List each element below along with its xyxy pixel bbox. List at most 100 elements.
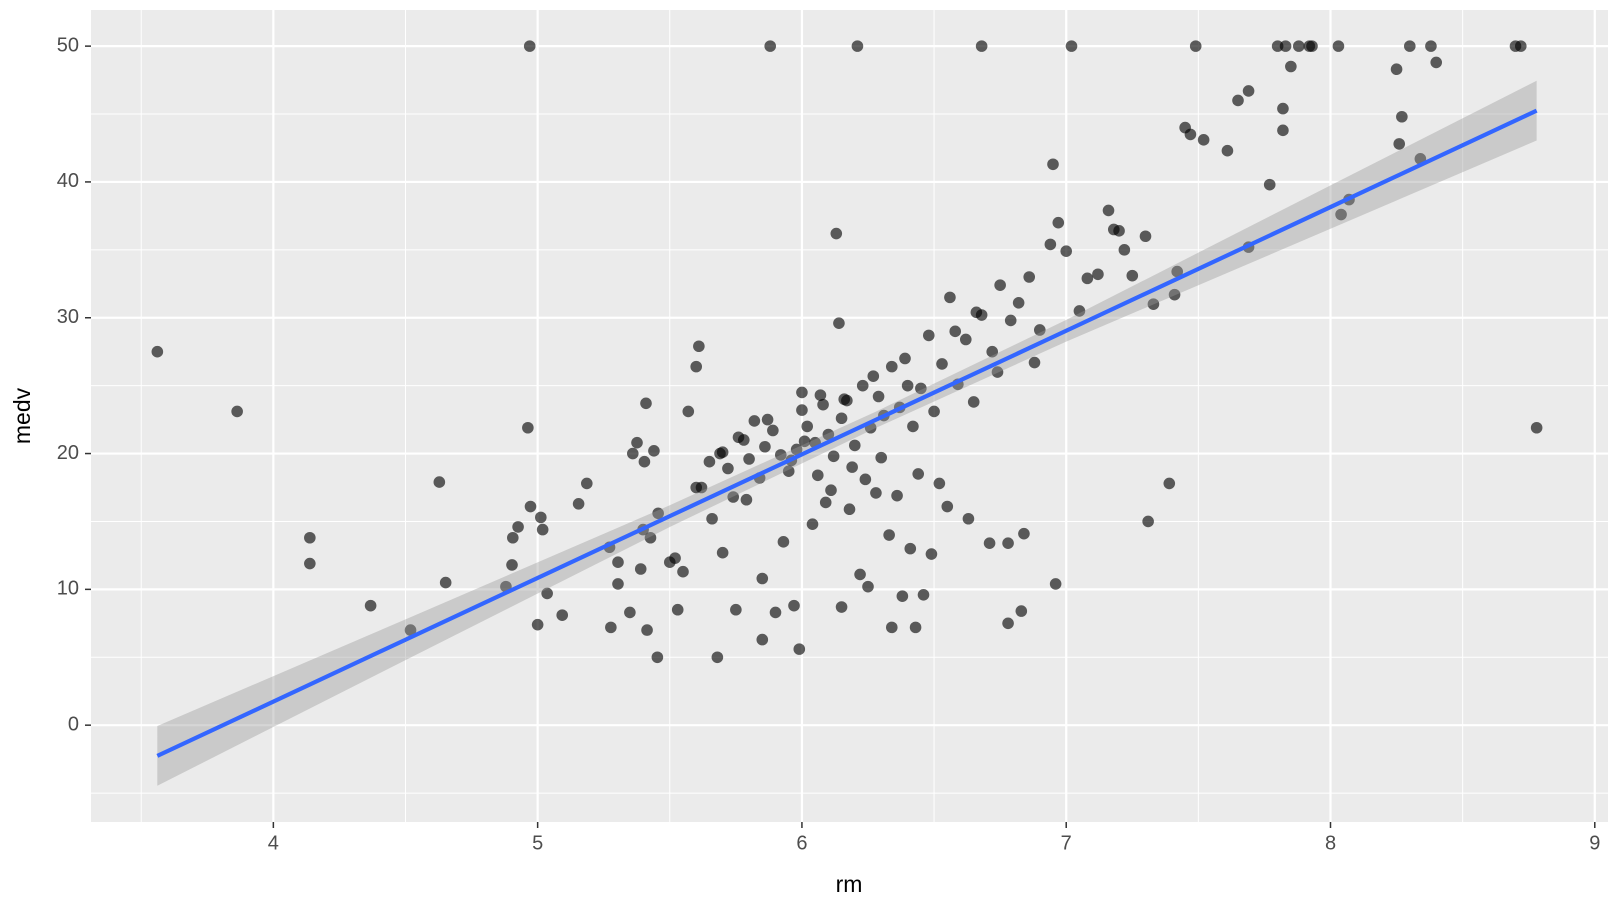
point (788, 599, 800, 612)
point (896, 590, 909, 602)
point (967, 396, 980, 408)
point (671, 603, 684, 616)
point (1028, 356, 1041, 369)
point (1232, 94, 1244, 107)
point (928, 405, 940, 418)
panel (91, 10, 1608, 822)
point (885, 621, 898, 634)
point (941, 500, 954, 513)
point (764, 40, 777, 52)
point (790, 443, 803, 456)
point (727, 491, 740, 503)
point (1033, 324, 1046, 336)
point (901, 379, 914, 392)
point (1139, 230, 1152, 243)
point (722, 462, 734, 475)
point (767, 424, 779, 437)
point (811, 469, 824, 482)
point (796, 386, 808, 399)
point (830, 227, 843, 240)
point (798, 435, 811, 448)
point (862, 580, 874, 593)
point (1102, 204, 1115, 217)
point (1044, 238, 1057, 251)
point (1403, 40, 1416, 52)
x-tick-label: 8 (1325, 832, 1336, 854)
point (777, 536, 790, 548)
x-tick-label: 7 (1061, 832, 1072, 854)
point (1430, 56, 1443, 69)
point (1023, 271, 1036, 283)
point (872, 390, 885, 403)
point (1065, 40, 1078, 52)
point (1073, 305, 1086, 317)
point (506, 559, 518, 571)
point (774, 449, 787, 461)
point (994, 279, 1006, 291)
point (304, 557, 316, 570)
point (693, 340, 705, 353)
point (922, 329, 935, 342)
point (970, 306, 983, 319)
point (761, 413, 774, 426)
point (1285, 60, 1297, 73)
point (677, 565, 689, 578)
point (817, 398, 829, 411)
point (1279, 40, 1292, 52)
point (624, 606, 636, 619)
point (975, 40, 988, 52)
point (523, 40, 536, 52)
point (748, 415, 761, 427)
point (1271, 40, 1284, 52)
point (1184, 128, 1197, 141)
point (825, 484, 837, 497)
point (151, 345, 164, 358)
point (640, 397, 652, 410)
point (1052, 216, 1065, 229)
point (962, 512, 975, 525)
x-axis-title: rm (836, 871, 863, 897)
point (756, 572, 769, 585)
point (695, 481, 708, 494)
point (663, 556, 676, 568)
point (912, 468, 925, 480)
point (1004, 314, 1017, 327)
point (1047, 158, 1059, 171)
point (819, 496, 832, 509)
point (801, 420, 814, 433)
point (1018, 527, 1030, 540)
point (904, 542, 917, 555)
point (1197, 134, 1210, 146)
point (364, 599, 377, 612)
point (626, 447, 639, 460)
point (1332, 40, 1345, 52)
point (231, 405, 243, 418)
point (814, 389, 827, 401)
point (915, 382, 927, 395)
point (1107, 223, 1120, 236)
point (522, 421, 534, 434)
point (991, 366, 1004, 378)
point (885, 360, 898, 373)
point (703, 455, 716, 468)
point (743, 453, 755, 465)
point (737, 434, 750, 446)
point (759, 440, 771, 453)
point (634, 563, 647, 575)
point (843, 503, 856, 516)
point (827, 450, 840, 463)
regression-line (156, 108, 1538, 758)
point (835, 601, 848, 613)
point (507, 531, 519, 544)
point (1147, 298, 1160, 310)
point (925, 548, 938, 560)
point (859, 473, 872, 486)
x-tick-label: 5 (532, 832, 543, 854)
point (949, 325, 962, 338)
point (541, 587, 553, 600)
point (572, 498, 585, 510)
y-tick-label: 20 (57, 442, 79, 464)
point (838, 393, 851, 406)
point (535, 511, 547, 524)
point (1163, 477, 1176, 490)
